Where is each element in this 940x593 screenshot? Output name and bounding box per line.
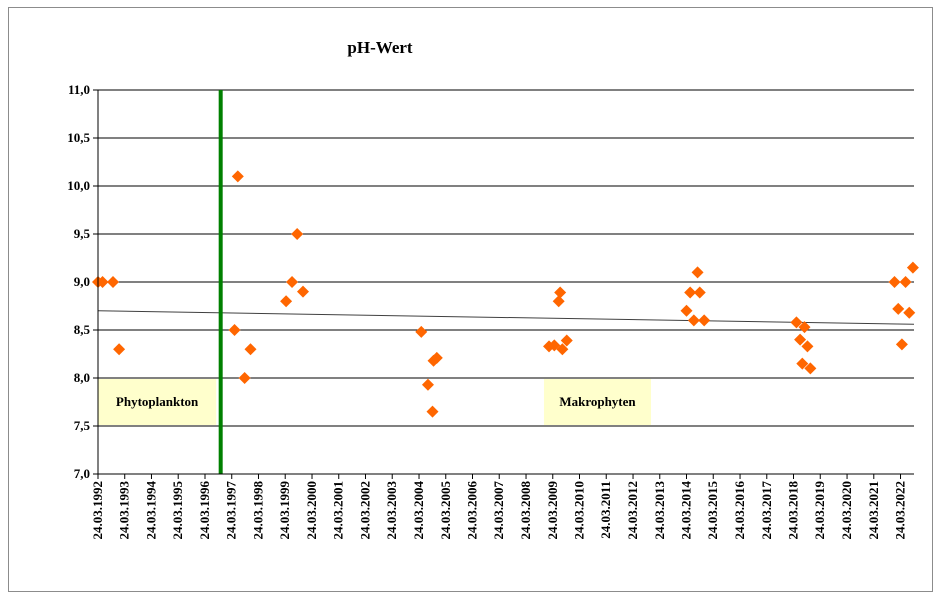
chart-title: pH-Wert (347, 38, 412, 57)
x-tick-label: 24.03.2006 (464, 481, 479, 540)
x-tick-label: 24.03.2013 (652, 481, 667, 540)
data-point-marker (892, 302, 905, 315)
y-tick-label: 7,0 (74, 466, 90, 481)
x-tick-label: 24.03.1992 (90, 481, 105, 540)
x-tick-label: 24.03.2020 (839, 481, 854, 540)
x-tick-label: 24.03.2012 (625, 481, 640, 540)
y-tick-label: 9,5 (74, 226, 91, 241)
x-tick-label: 24.03.1997 (224, 481, 239, 540)
x-tick-label: 24.03.2018 (786, 481, 801, 540)
chart-frame: pH-Wert Phytoplankton Makrophyten 7,0 7,5 8… (8, 7, 933, 592)
y-tick-label: 8,0 (74, 370, 90, 385)
x-tick-label: 24.03.2002 (357, 481, 372, 540)
x-tick-label: 24.03.2015 (705, 481, 720, 540)
data-point-marker (798, 321, 811, 334)
y-axis: 7,0 7,5 8,0 8,5 9,0 9,5 10,0 10,5 11,0 (67, 82, 99, 481)
trend-layer (97, 310, 915, 325)
data-point-marker (430, 351, 443, 364)
data-point-marker (895, 338, 908, 351)
data-point-marker (552, 295, 565, 308)
y-tick-label: 10,5 (67, 130, 90, 145)
data-point-marker (903, 306, 916, 319)
data-point-marker (796, 357, 809, 370)
x-tick-label: 24.03.2007 (491, 481, 506, 540)
x-tick-label: 24.03.2019 (812, 481, 827, 540)
data-point-marker (560, 334, 573, 347)
data-point-marker (693, 286, 706, 299)
annotation-label: Phytoplankton (116, 394, 199, 409)
data-point-marker (415, 325, 428, 338)
x-tick-label: 24.03.2009 (545, 481, 560, 540)
data-point-marker (291, 228, 304, 240)
data-point-marker (113, 343, 126, 356)
data-point-marker (691, 266, 704, 279)
data-point-marker (231, 170, 244, 183)
data-point-marker (680, 304, 693, 317)
data-point-marker (556, 343, 569, 356)
x-tick-label: 24.03.1994 (143, 481, 158, 540)
data-point-marker (554, 286, 567, 299)
data-point-marker (421, 378, 434, 391)
data-point-marker (96, 276, 109, 288)
data-point-marker (280, 295, 293, 308)
data-point-marker (107, 276, 120, 288)
data-point-marker (687, 314, 700, 327)
x-tick-label: 24.03.2022 (893, 481, 908, 540)
annotation-layer: Phytoplankton Makrophyten (98, 379, 651, 425)
x-tick-label: 24.03.2017 (759, 481, 774, 540)
data-point-marker (297, 285, 310, 298)
x-tick-label: 24.03.2010 (571, 481, 586, 540)
y-tick-label: 9,0 (74, 274, 90, 289)
data-point-marker (684, 286, 697, 299)
data-point-marker (286, 276, 299, 288)
data-point-marker (794, 333, 807, 346)
x-tick-label: 24.03.1999 (277, 481, 292, 540)
y-tick-label: 8,5 (74, 322, 91, 337)
x-tick-label: 24.03.2005 (438, 481, 453, 540)
annotation-label: Makrophyten (559, 394, 636, 409)
data-point-marker (238, 372, 251, 384)
x-tick-label: 24.03.2016 (732, 481, 747, 540)
x-tick-label: 24.03.2014 (679, 481, 694, 540)
ph-scatter-chart: pH-Wert Phytoplankton Makrophyten 7,0 7,5 8… (67, 38, 919, 540)
x-tick-label: 24.03.2000 (304, 481, 319, 540)
y-tick-label: 10,0 (67, 178, 90, 193)
trend-line (97, 310, 915, 325)
data-point-marker (801, 340, 814, 353)
data-point-marker (244, 343, 257, 356)
x-tick-label: 24.03.1993 (117, 481, 132, 540)
x-tick-label: 24.03.2001 (331, 481, 346, 540)
data-point-marker (426, 405, 439, 418)
x-tick-label: 24.03.2003 (384, 481, 399, 540)
data-point-marker (804, 362, 817, 375)
y-tick-label: 11,0 (68, 82, 90, 97)
data-point-marker (698, 314, 711, 327)
x-tick-label: 24.03.2008 (518, 481, 533, 540)
data-point-marker (790, 316, 803, 329)
x-tick-label: 24.03.2021 (866, 481, 881, 540)
y-tick-label: 7,5 (74, 418, 91, 433)
data-point-marker (899, 276, 912, 288)
annotation-box (543, 379, 651, 425)
x-tick-label: 24.03.2004 (411, 481, 426, 540)
data-point-marker (228, 324, 241, 336)
x-tick-label: 24.03.1996 (197, 481, 212, 540)
x-tick-label: 24.03.2011 (598, 481, 613, 539)
data-point-marker (906, 261, 919, 274)
x-tick-label: 24.03.1998 (250, 481, 265, 540)
data-points (92, 170, 919, 418)
data-point-marker (888, 276, 901, 288)
x-tick-label: 24.03.1995 (170, 481, 185, 540)
annotation-box (98, 379, 217, 425)
x-axis: 24.03.1992 24.03.1993 24.03.1994 24.03.1995… (90, 473, 914, 540)
